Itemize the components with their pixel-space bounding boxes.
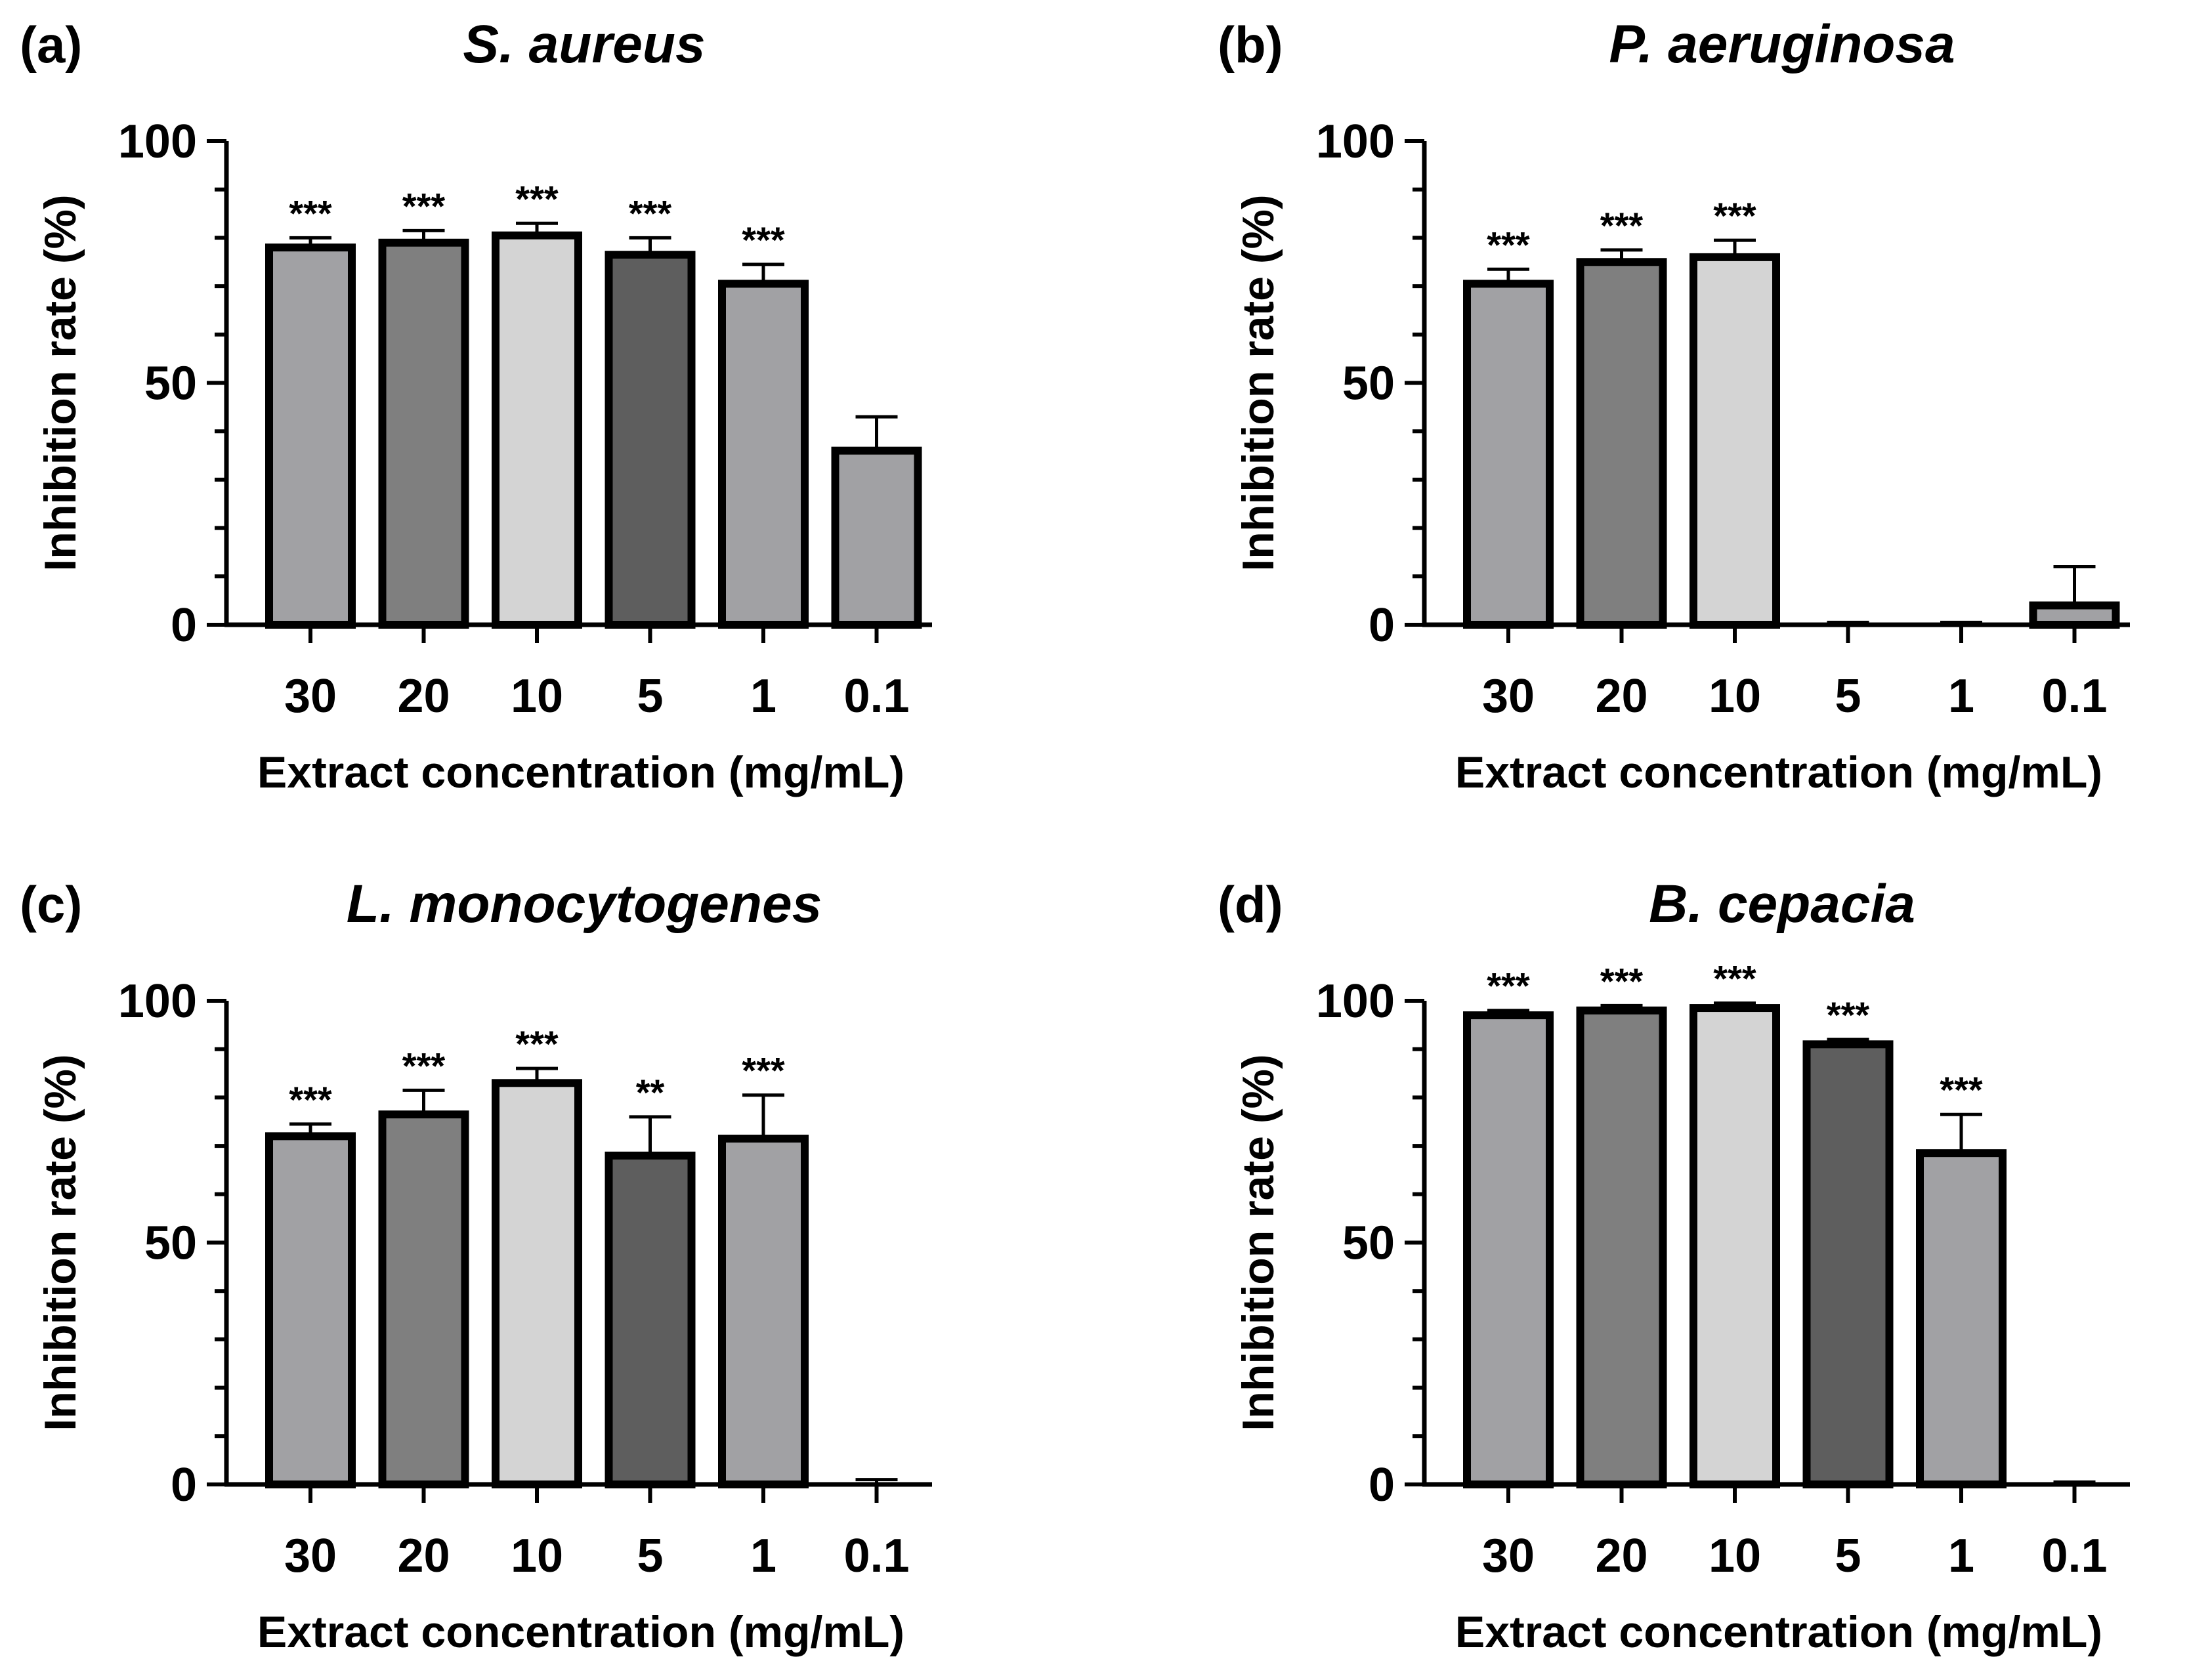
panel-title: B. cepacia [1649,874,1915,934]
y-tick-label: 50 [1342,358,1395,410]
x-tick-label: 10 [511,670,563,723]
y-tick-label: 0 [1369,1459,1395,1511]
x-tick-label: 20 [1595,1530,1647,1582]
panel-label: (a) [20,16,82,74]
x-axis-title: Extract concentration (mg/mL) [1455,747,2102,797]
significance-label: ** [636,1072,665,1113]
panel-label: (d) [1218,875,1283,933]
chart-panel-4: (d) B. cepacia***30***20***10***5***1 0.10… [1218,874,2130,1657]
bar [265,1132,356,1488]
y-tick-label: 100 [118,116,197,168]
x-tick-label: 1 [750,1530,776,1582]
x-tick-label: 0.1 [2041,670,2107,723]
bar [831,446,922,629]
bar [718,1135,809,1489]
x-tick-label: 5 [1835,670,1861,723]
x-tick-label: 20 [397,1530,450,1582]
y-tick-label: 100 [118,975,197,1028]
x-tick-label: 1 [1948,670,1974,723]
bar [378,1110,469,1488]
significance-label: *** [402,185,446,226]
significance-label: *** [1600,960,1644,1001]
panel-title: S. aureus [463,14,705,74]
panel-label: (c) [20,875,82,933]
y-axis-title: Inhibition rate (%) [1233,1054,1283,1431]
significance-label: *** [289,1079,332,1120]
significance-label: *** [1713,958,1756,999]
x-tick-label: 10 [511,1530,563,1582]
x-tick-label: 30 [284,670,337,723]
bar [378,238,469,629]
significance-label: *** [629,192,672,234]
significance-label: *** [742,219,785,261]
x-tick-label: 20 [397,670,450,723]
significance-label: *** [742,1050,785,1091]
bar [492,1079,582,1489]
bar [1802,1040,1894,1488]
x-tick-label: 0.1 [2041,1530,2107,1582]
y-axis-title: Inhibition rate (%) [35,1054,85,1431]
y-tick-label: 50 [144,358,197,410]
y-tick-label: 100 [1316,116,1395,168]
x-tick-label: 30 [1482,1530,1535,1582]
x-tick-label: 10 [1709,670,1761,723]
x-tick-label: 5 [637,670,663,723]
significance-label: *** [1600,205,1644,246]
bar [1463,280,1554,629]
chart-panel-3: (c) L. monocytogenes***30***20***10**5***… [20,874,932,1657]
significance-label: *** [1827,994,1870,1036]
x-tick-label: 1 [1948,1530,1974,1582]
chart-panel-2: (b) P. aeruginosa *** 30 *** 20 *** 10 5 1 0.1 0 50 1… [1218,14,2130,797]
x-tick-label: 0.1 [843,670,909,723]
significance-label: *** [1713,195,1756,236]
x-tick-label: 10 [1709,1530,1761,1582]
x-tick-label: 30 [284,1530,337,1582]
chart-panel-1: (a) S. aureus *** 30 *** 20 *** 10 *** 5 *** 1 0.1 0 5… [20,14,932,797]
x-tick-label: 0.1 [843,1530,909,1582]
significance-label: *** [1487,224,1530,265]
x-tick-label: 20 [1595,670,1647,723]
bar [492,231,582,629]
panel-label: (b) [1218,16,1283,74]
bar [605,251,696,629]
bar [1463,1011,1554,1489]
significance-label: *** [1940,1069,1983,1110]
bar [1916,1149,2007,1488]
bar [605,1151,696,1488]
y-axis-title: Inhibition rate (%) [1233,194,1283,571]
bar [1576,1006,1667,1489]
bar [718,280,809,629]
y-tick-label: 50 [144,1217,197,1270]
significance-label: *** [402,1045,446,1086]
x-axis-title: Extract concentration (mg/mL) [257,747,904,797]
bar [1690,1004,1780,1488]
y-axis-title: Inhibition rate (%) [35,194,85,571]
bar [1576,258,1667,629]
significance-label: *** [289,192,332,234]
significance-label: *** [515,1023,559,1064]
y-tick-label: 0 [1369,599,1395,652]
y-tick-label: 0 [171,1459,197,1511]
significance-label: *** [1487,965,1530,1007]
significance-label: *** [515,178,559,219]
y-tick-label: 0 [171,599,197,652]
y-tick-label: 50 [1342,1217,1395,1270]
x-tick-label: 1 [750,670,776,723]
y-tick-label: 100 [1316,975,1395,1028]
x-tick-label: 5 [1835,1530,1861,1582]
panel-title: L. monocytogenes [347,874,822,934]
x-axis-title: Extract concentration (mg/mL) [1455,1607,2102,1657]
x-axis-title: Extract concentration (mg/mL) [257,1607,904,1657]
bar [2029,601,2120,629]
x-tick-label: 5 [637,1530,663,1582]
bar [1690,253,1780,629]
panel-title: P. aeruginosa [1609,14,1955,74]
bar [265,243,356,629]
x-tick-label: 30 [1482,670,1535,723]
